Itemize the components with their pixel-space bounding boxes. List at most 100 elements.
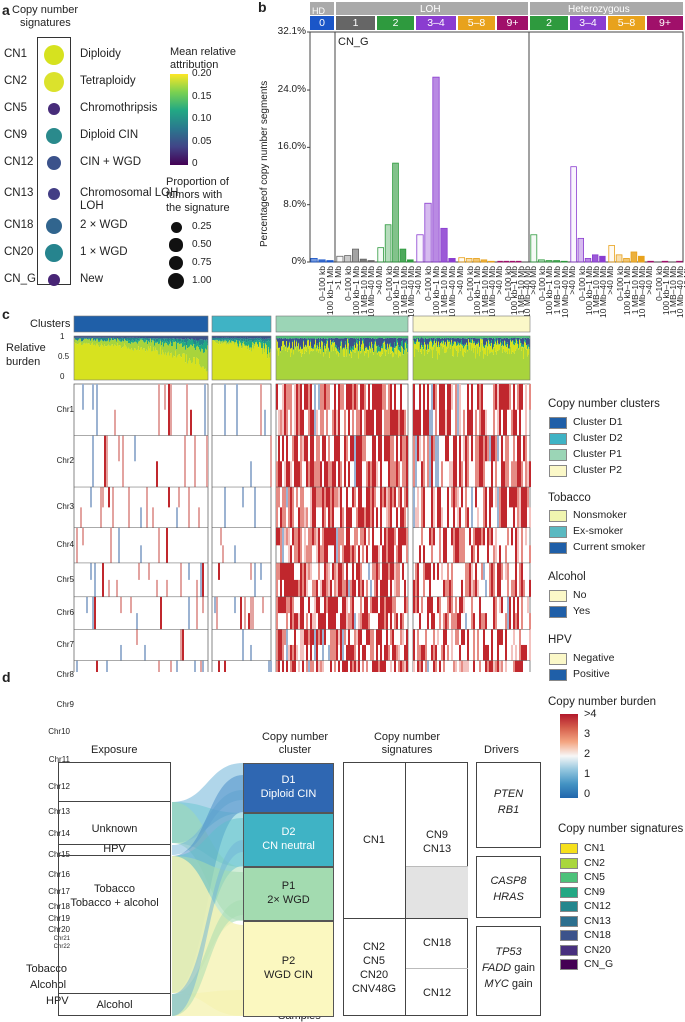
legend-label: Nonsmoker xyxy=(573,509,627,521)
bar xyxy=(433,77,439,262)
size-title-line3: the signature xyxy=(166,202,230,214)
y-tick: 16.0% xyxy=(272,141,306,152)
bar xyxy=(624,258,630,262)
chromosome-label: Chr2 xyxy=(52,456,74,465)
legend-label: Ex-smoker xyxy=(573,525,623,537)
y-tick: 24.0% xyxy=(272,84,306,95)
bar xyxy=(441,228,447,262)
bar xyxy=(345,256,351,262)
drivers-1: PTENRB1 xyxy=(476,786,541,818)
bar xyxy=(677,261,683,262)
legend-swatch xyxy=(549,433,567,445)
bar xyxy=(466,258,472,262)
bar xyxy=(638,256,644,262)
legend-label: Cluster P1 xyxy=(573,448,622,460)
legend-swatch xyxy=(560,901,578,912)
bar xyxy=(578,238,584,262)
bar xyxy=(571,167,577,262)
legend-burden-title: Copy number burden xyxy=(548,696,656,708)
bar xyxy=(554,261,560,262)
colorbar-gradient xyxy=(170,74,188,165)
bar xyxy=(327,261,333,262)
group-header-label: 2 xyxy=(377,17,414,29)
bar xyxy=(400,249,406,262)
exposure-hpv: HPV xyxy=(58,844,171,856)
legend-label: Current smoker xyxy=(573,541,645,553)
legend-label: Yes xyxy=(573,605,590,617)
bar xyxy=(393,163,399,262)
bar xyxy=(425,203,431,262)
colorbar-tick: 0 xyxy=(192,158,198,169)
group-header-label: 2 xyxy=(530,17,568,29)
bar xyxy=(417,235,423,262)
legend-label: Cluster D2 xyxy=(573,432,623,444)
legend-swatch xyxy=(560,843,578,854)
signature-id: CN_G xyxy=(4,273,36,285)
bar xyxy=(585,258,591,262)
signature-dot xyxy=(48,274,60,286)
group-header-label: 5–8 xyxy=(608,17,645,29)
bar xyxy=(592,255,598,262)
legend-swatch xyxy=(549,653,567,665)
group-header-label: 1 xyxy=(336,17,375,29)
cluster-desc: WGD CIN xyxy=(264,969,313,983)
chromosome-label: Chr8 xyxy=(52,670,74,679)
signature-id: CN5 xyxy=(4,102,27,114)
legend-swatch xyxy=(560,858,578,869)
bar xyxy=(474,258,480,262)
legend-swatch xyxy=(549,449,567,461)
signature-title-line1: Copy number xyxy=(12,4,78,16)
sig-right-top: CN9 CN13 xyxy=(406,828,468,856)
bar xyxy=(481,260,487,262)
size-tick: 1.00 xyxy=(192,275,211,286)
legend-swatch xyxy=(549,510,567,522)
group-header-label: 3–4 xyxy=(570,17,606,29)
exposure-alcohol: Alcohol xyxy=(58,999,171,1013)
signature-dot xyxy=(45,244,63,262)
legend-label: CN13 xyxy=(584,915,611,927)
bar xyxy=(498,261,503,262)
chromosome-label: Chr4 xyxy=(52,540,74,549)
legend-swatch xyxy=(549,542,567,554)
bar xyxy=(648,261,654,262)
cluster-code: D1 xyxy=(281,774,295,788)
exposure-tobacco-alcohol: Tobacco + alcohol xyxy=(58,897,171,911)
signatures-divider xyxy=(406,866,468,867)
signature-id: CN12 xyxy=(4,156,33,168)
legend-swatch xyxy=(560,945,578,956)
panel-label-a: a xyxy=(2,2,10,18)
size-dot xyxy=(169,256,184,271)
size-dot xyxy=(171,222,182,233)
x-tick: >40 Mb xyxy=(605,266,615,295)
exposure-tobacco: Tobacco xyxy=(58,883,171,897)
chart-inset-label: CN_G xyxy=(338,36,369,48)
x-tick: >1 Mb xyxy=(333,266,343,290)
legend-label: CN1 xyxy=(584,842,605,854)
bar xyxy=(385,225,391,262)
bar xyxy=(609,246,615,262)
cluster-box: P12× WGD xyxy=(243,867,334,921)
cluster-desc: CN neutral xyxy=(262,840,315,854)
cluster-box: D1Diploid CIN xyxy=(243,763,334,813)
cluster-desc: 2× WGD xyxy=(267,894,309,908)
legend-tobacco-title: Tobacco xyxy=(548,492,591,504)
legend-label: CN18 xyxy=(584,929,611,941)
signatures-divider xyxy=(343,918,468,919)
colorbar-title-line1: Mean relative xyxy=(170,46,236,58)
bar xyxy=(337,256,343,262)
bar xyxy=(407,260,413,262)
burden-scale-tick: 3 xyxy=(584,728,590,740)
bar xyxy=(504,261,509,262)
bar xyxy=(546,261,552,262)
x-tick: >40 Mb xyxy=(374,266,384,295)
header-loh: LOH xyxy=(420,4,441,15)
group-header-label: 9+ xyxy=(647,17,683,29)
col-cluster-title-line1: Copy number xyxy=(255,731,335,743)
legend-swatch xyxy=(560,887,578,898)
x-tick: >40 Mb xyxy=(567,266,577,295)
x-tick: >40 Mb xyxy=(644,266,654,295)
legend-swatch xyxy=(560,959,578,970)
x-tick: >40 Mb xyxy=(413,266,423,295)
cluster-code: D2 xyxy=(281,826,295,840)
size-tick: 0.25 xyxy=(192,221,211,232)
